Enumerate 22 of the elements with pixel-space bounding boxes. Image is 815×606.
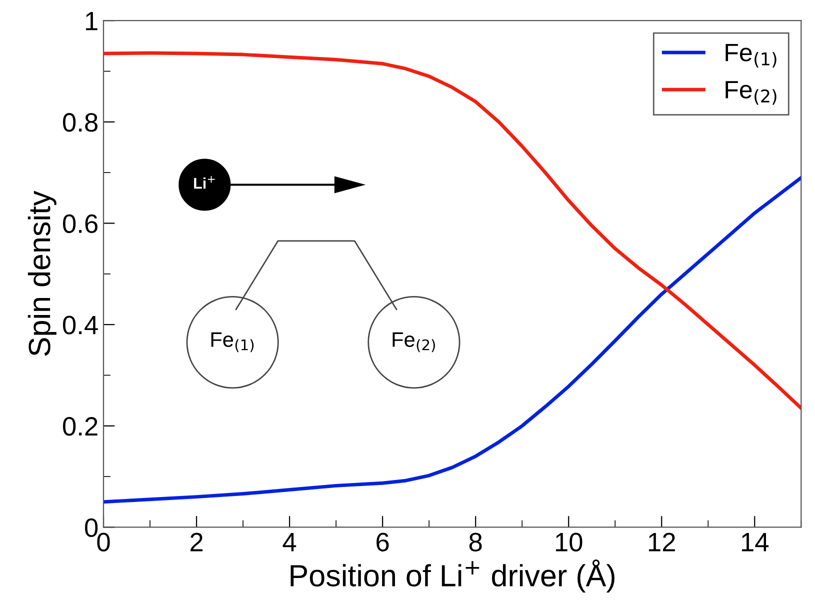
y-tick-label: 1 xyxy=(86,12,98,30)
x-tick-label: 4 xyxy=(282,533,296,552)
y-tick-label: 0.6 xyxy=(62,214,98,234)
annotation: Li$^{+}$ xyxy=(194,176,215,189)
legend-label: Fe$_{(1)}$ xyxy=(726,44,776,68)
annotation: Fe$_{(2)}$ xyxy=(392,332,435,352)
y-axis-title: Spin density xyxy=(28,190,56,356)
x-tick-label: 10 xyxy=(556,532,582,552)
x-tick-label: 8 xyxy=(469,532,482,552)
line-series xyxy=(104,176,802,504)
legend-label: Fe$_{(2)}$ xyxy=(726,81,776,105)
y-tick-label: 0.4 xyxy=(62,316,98,334)
y-tick-label: 0.8 xyxy=(62,113,98,132)
x-tick-label: 6 xyxy=(376,532,389,552)
x-tick-label: 14 xyxy=(742,533,769,552)
x-axis-title: Position of Li$^{+}$ driver (Å) xyxy=(290,559,614,593)
x-tick-label: 2 xyxy=(190,532,203,552)
y-tick-label: 0 xyxy=(85,518,98,538)
annotation: Fe$_{(1)}$ xyxy=(211,332,254,352)
y-tick-label: 0.2 xyxy=(62,417,98,436)
x-tick-label: 0 xyxy=(97,532,110,552)
x-tick-label: 12 xyxy=(648,532,675,552)
